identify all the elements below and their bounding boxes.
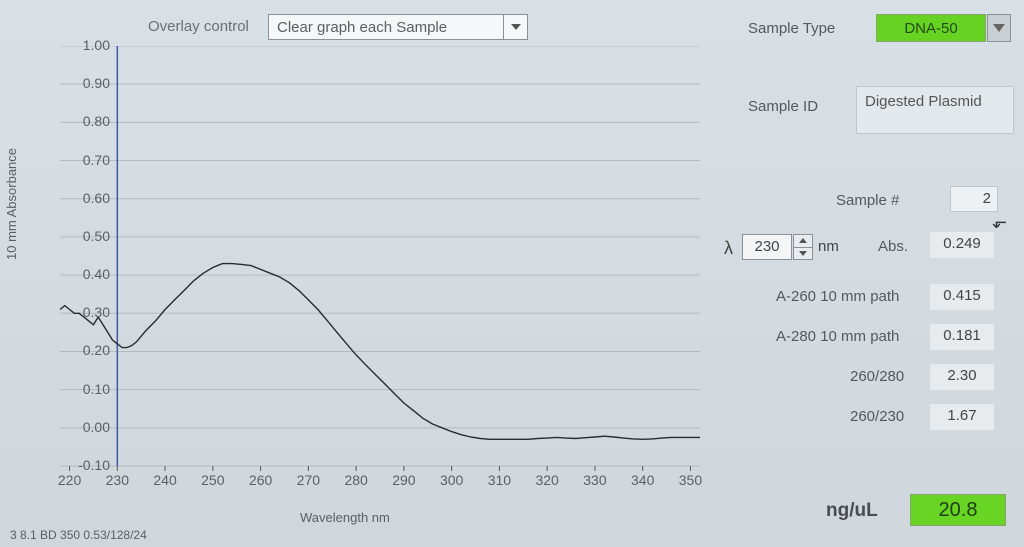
y-tick-label: -0.10 bbox=[60, 457, 110, 473]
x-tick-label: 260 bbox=[249, 472, 272, 488]
y-tick-label: 0.20 bbox=[60, 342, 110, 358]
sample-id-label: Sample ID bbox=[748, 98, 818, 115]
plot-area[interactable]: -0.10 0.00 0.10 0.20 0.30 0.40 0.50 0.60 0.70 0.8… bbox=[60, 46, 710, 482]
concentration-value: 20.8 bbox=[910, 494, 1006, 526]
wavelength-input[interactable]: 230 bbox=[742, 234, 792, 260]
y-tick-label: 0.80 bbox=[60, 113, 110, 129]
overlay-control-select[interactable]: Clear graph each Sample bbox=[268, 14, 528, 40]
x-tick-label: 350 bbox=[679, 472, 702, 488]
mouse-cursor-icon: ⬐ bbox=[992, 212, 1007, 233]
ratio-260-230-label: 260/230 bbox=[850, 408, 904, 425]
x-tick-label: 320 bbox=[535, 472, 558, 488]
concentration-label: ng/uL bbox=[826, 500, 878, 522]
a280-label: A-280 10 mm path bbox=[776, 328, 899, 345]
x-tick-label: 240 bbox=[153, 472, 176, 488]
ratio-260-280-label: 260/280 bbox=[850, 368, 904, 385]
chart-panel: Overlay control Clear graph each Sample … bbox=[0, 0, 718, 547]
x-tick-label: 300 bbox=[440, 472, 463, 488]
x-tick-label: 270 bbox=[297, 472, 320, 488]
stepper-up-icon[interactable] bbox=[794, 235, 812, 248]
ratio-260-230-value: 1.67 bbox=[930, 404, 994, 430]
sample-type-label: Sample Type bbox=[748, 20, 835, 37]
y-tick-label: 1.00 bbox=[60, 37, 110, 53]
wavelength-unit: nm bbox=[818, 238, 839, 255]
sample-number-input[interactable]: 2 bbox=[950, 186, 998, 212]
x-tick-label: 290 bbox=[392, 472, 415, 488]
stepper-down-icon[interactable] bbox=[794, 248, 812, 260]
chevron-down-icon[interactable] bbox=[503, 15, 527, 39]
y-tick-label: 0.10 bbox=[60, 381, 110, 397]
sample-type-dropdown[interactable] bbox=[987, 14, 1011, 42]
x-tick-label: 330 bbox=[583, 472, 606, 488]
y-tick-label: 0.90 bbox=[60, 75, 110, 91]
y-tick-label: 0.00 bbox=[60, 419, 110, 435]
absorbance-value: 0.249 bbox=[930, 232, 994, 258]
x-tick-label: 220 bbox=[58, 472, 81, 488]
ratio-260-280-value: 2.30 bbox=[930, 364, 994, 390]
y-tick-label: 0.50 bbox=[60, 228, 110, 244]
overlay-control-value: Clear graph each Sample bbox=[277, 19, 447, 36]
x-tick-label: 340 bbox=[631, 472, 654, 488]
y-axis-title: 10 mm Absorbance bbox=[4, 148, 19, 260]
a280-value: 0.181 bbox=[930, 324, 994, 350]
x-tick-label: 280 bbox=[344, 472, 367, 488]
y-tick-label: 0.40 bbox=[60, 266, 110, 282]
lambda-symbol: λ bbox=[724, 238, 733, 259]
side-panel: Sample Type DNA-50 Sample ID Digested Pl… bbox=[718, 0, 1024, 547]
overlay-control-label: Overlay control bbox=[148, 18, 249, 35]
x-tick-label: 230 bbox=[106, 472, 129, 488]
absorbance-label: Abs. bbox=[878, 238, 908, 255]
y-tick-label: 0.70 bbox=[60, 152, 110, 168]
y-tick-label: 0.30 bbox=[60, 304, 110, 320]
a260-value: 0.415 bbox=[930, 284, 994, 310]
sample-type-value: DNA-50 bbox=[876, 14, 986, 42]
chevron-down-icon bbox=[992, 23, 1006, 33]
sample-id-input[interactable]: Digested Plasmid bbox=[856, 86, 1014, 134]
sample-number-label: Sample # bbox=[836, 192, 899, 209]
footer-version: 3 8.1 BD 350 0.53/128/24 bbox=[10, 528, 147, 542]
y-tick-label: 0.60 bbox=[60, 190, 110, 206]
x-tick-label: 310 bbox=[488, 472, 511, 488]
x-tick-label: 250 bbox=[201, 472, 224, 488]
wavelength-stepper[interactable] bbox=[793, 234, 813, 260]
a260-label: A-260 10 mm path bbox=[776, 288, 899, 305]
x-axis-title: Wavelength nm bbox=[300, 510, 390, 525]
